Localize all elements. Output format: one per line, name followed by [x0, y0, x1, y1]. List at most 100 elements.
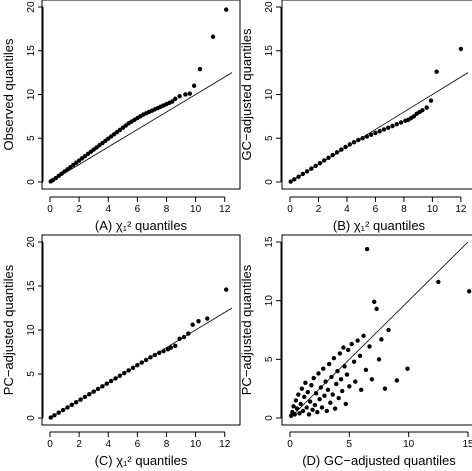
- data-point: [363, 367, 369, 373]
- y-tick-label: 0: [26, 415, 37, 421]
- data-point: [343, 401, 348, 407]
- data-point: [302, 394, 307, 400]
- data-point: [377, 129, 382, 134]
- data-point: [288, 413, 294, 418]
- y-tick-label: 0: [26, 179, 37, 185]
- data-point: [379, 337, 384, 342]
- data-point: [139, 360, 144, 365]
- x-tick-label: 12: [219, 204, 231, 215]
- data-point: [356, 137, 361, 143]
- data-point: [177, 94, 182, 99]
- data-point: [305, 389, 310, 395]
- data-point: [334, 150, 340, 155]
- data-point: [157, 350, 162, 356]
- data-point: [330, 152, 335, 158]
- data-point: [368, 132, 374, 137]
- panel-b: 0 2 4 6 8 10 12 0 5 10 15 20 (B) χ₁² quantiles GC−adj…: [239, 0, 472, 233]
- data-point: [342, 364, 347, 369]
- data-point: [310, 407, 315, 412]
- x-axis-title: (A) χ₁² quantiles: [95, 218, 188, 233]
- data-point: [386, 327, 391, 333]
- data-point: [372, 299, 377, 305]
- data-point: [390, 123, 395, 129]
- data-point: [394, 378, 399, 383]
- data-point: [223, 7, 229, 12]
- x-axis-title: (D) GC−adjusted quantiles: [302, 453, 456, 468]
- y-axis-title: GC−adjusted quantiles: [239, 28, 254, 160]
- data-point: [323, 379, 328, 384]
- data-point: [398, 120, 404, 125]
- data-point: [300, 408, 306, 414]
- panel-a: 0 2 4 6 8 10 12 0 5 10 15 20 (A) χ₁² quantiles Observ…: [1, 0, 241, 233]
- x-tick-label: 10: [190, 439, 202, 450]
- data-point: [466, 289, 472, 294]
- y-tick-label: 5: [264, 356, 275, 362]
- data-point: [321, 366, 326, 371]
- data-point: [296, 392, 301, 397]
- data-point: [299, 386, 305, 391]
- data-point: [173, 96, 178, 102]
- panel-c: 0 2 4 6 8 10 12 0 5 10 15 20 (C) χ₁² quantiles PC−adj…: [1, 234, 241, 468]
- data-point: [190, 322, 195, 327]
- x-tick-label: 4: [105, 439, 111, 450]
- data-point: [288, 179, 293, 184]
- data-point: [337, 351, 343, 356]
- data-point: [177, 336, 182, 341]
- data-point: [65, 405, 70, 410]
- x-tick-label: 0: [47, 439, 53, 450]
- data-point: [458, 46, 464, 52]
- data-point: [357, 353, 363, 359]
- x-tick-label: 6: [373, 204, 379, 215]
- data-point: [108, 378, 114, 384]
- x-tick-label: 0: [47, 204, 53, 215]
- data-point: [304, 169, 310, 174]
- data-point: [349, 341, 354, 347]
- data-point: [321, 158, 327, 163]
- y-tick-label: 10: [264, 295, 275, 307]
- data-point: [122, 370, 127, 376]
- data-point: [56, 410, 61, 415]
- data-point: [113, 376, 118, 381]
- data-point: [343, 144, 348, 150]
- data-point: [87, 392, 92, 397]
- data-point: [223, 287, 229, 292]
- data-point: [293, 398, 299, 403]
- y-tick-label: 15: [264, 45, 275, 57]
- x-tick-label: 2: [76, 204, 82, 215]
- x-tick-label: 15: [462, 439, 472, 450]
- y-tick-label: 20: [26, 236, 37, 248]
- x-tick-label: 8: [401, 204, 407, 215]
- data-point: [152, 352, 158, 358]
- data-point: [181, 334, 187, 340]
- y-axis-title: Observed quantiles: [1, 38, 16, 151]
- data-point: [334, 381, 339, 387]
- y-tick-label: 10: [26, 324, 37, 336]
- data-point: [315, 409, 320, 415]
- data-point: [324, 408, 329, 414]
- data-point: [319, 405, 325, 410]
- data-point: [411, 114, 417, 119]
- x-axis-title: (C) χ₁² quantiles: [95, 453, 188, 468]
- data-point: [353, 379, 358, 384]
- data-point: [345, 347, 351, 353]
- data-point: [405, 366, 410, 371]
- data-point: [338, 377, 344, 382]
- data-point: [360, 136, 365, 141]
- data-point: [335, 368, 340, 374]
- data-point: [307, 399, 313, 404]
- reference-line: [49, 72, 233, 183]
- y-axis-title: PC−adjusted quantiles: [239, 264, 254, 395]
- data-point: [428, 98, 434, 103]
- data-point: [306, 412, 312, 417]
- data-point: [74, 399, 79, 405]
- data-point: [330, 392, 335, 397]
- plot-frame: [41, 0, 241, 190]
- data-point: [161, 348, 166, 354]
- data-point: [386, 125, 391, 130]
- x-tick-label: 0: [287, 204, 293, 215]
- data-point: [394, 122, 399, 127]
- data-point: [347, 384, 352, 389]
- data-point: [382, 386, 388, 391]
- data-point: [361, 333, 366, 339]
- data-point: [294, 406, 300, 411]
